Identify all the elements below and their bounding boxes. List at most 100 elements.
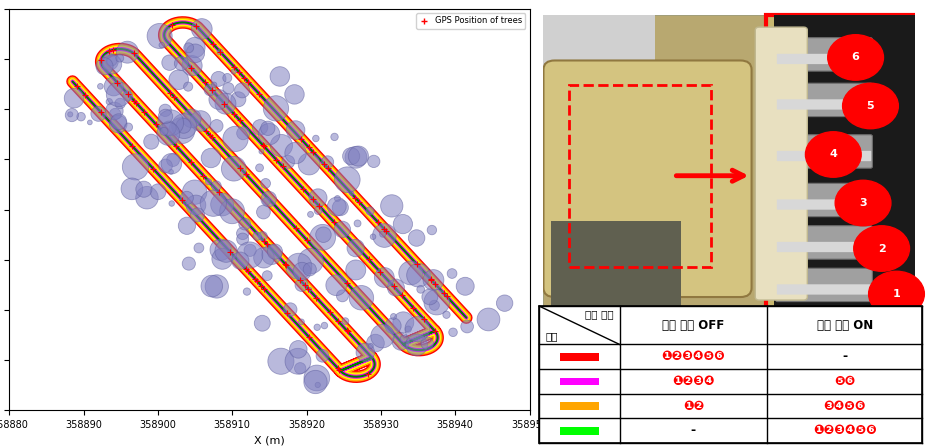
Text: 1: 1 [892,289,899,299]
Point [171,76,186,83]
Text: 노즐 제어: 노즐 제어 [585,309,613,319]
Point [267,248,282,255]
Point [125,143,140,150]
Point [409,261,424,268]
Point [111,91,126,98]
Point [250,277,264,285]
Point [410,272,425,279]
Point [228,135,243,142]
Point [238,170,252,178]
Point [294,318,309,326]
Point [239,288,254,295]
FancyBboxPatch shape [543,15,810,306]
Point [176,122,191,129]
Point [458,283,472,290]
Point [226,165,241,172]
Point [308,379,323,386]
FancyBboxPatch shape [776,151,870,161]
Point [273,358,288,365]
Point [423,277,438,284]
Point [375,333,390,340]
Point [256,208,271,215]
Point [316,231,330,238]
Point [332,204,347,211]
Point [184,115,199,122]
Point [315,234,329,241]
Point [322,309,337,316]
Point [233,165,248,172]
Point [256,143,271,150]
Point [416,316,431,323]
Point [248,275,263,282]
Point [294,268,309,275]
Point [197,78,212,86]
Text: 6: 6 [851,53,858,62]
Circle shape [827,35,883,80]
Point [376,225,391,232]
Point [377,232,392,239]
Point [343,153,358,160]
Point [445,270,459,277]
Point [218,248,233,255]
Point [258,180,273,187]
Point [213,246,228,253]
Point [168,142,183,149]
Point [303,211,317,218]
Point [302,266,316,273]
Point [436,290,451,297]
FancyBboxPatch shape [775,135,871,168]
Point [290,358,305,365]
Point [129,99,144,107]
Point [235,230,250,237]
Point [164,21,179,28]
Point [212,96,226,103]
Point [187,44,202,51]
Point [204,282,219,289]
Point [181,260,196,267]
FancyBboxPatch shape [550,221,680,306]
Point [386,313,401,320]
Point [148,121,163,128]
Point [83,119,97,126]
Point [213,48,227,55]
Bar [560,427,599,435]
Point [316,160,331,167]
Point [288,127,303,134]
Point [235,235,250,243]
Point [206,200,221,207]
Point [104,57,119,64]
Point [261,195,276,202]
FancyBboxPatch shape [775,226,871,259]
Point [320,158,335,165]
Point [181,44,196,51]
Point [370,218,385,225]
Point [106,46,121,54]
Text: -: - [842,350,846,363]
Point [187,189,201,196]
Point [297,281,312,289]
Point [211,75,226,83]
Point [403,269,418,277]
Point [152,33,167,40]
Point [174,60,188,67]
Point [393,292,408,299]
Point [427,302,442,309]
Point [126,50,141,57]
Point [422,275,437,282]
FancyBboxPatch shape [775,268,871,301]
Point [188,202,203,209]
Text: ❶❷❸❹: ❶❷❸❹ [672,375,714,388]
Point [360,370,375,377]
Point [102,98,117,105]
Point [277,260,292,267]
Point [361,256,376,263]
Point [252,124,267,131]
Point [191,244,206,252]
Point [139,194,154,201]
Point [213,48,227,55]
Text: 방제 노즐 OFF: 방제 노즐 OFF [662,319,724,332]
FancyBboxPatch shape [754,27,806,300]
Point [295,185,310,192]
Point [163,119,178,126]
Point [251,91,266,98]
